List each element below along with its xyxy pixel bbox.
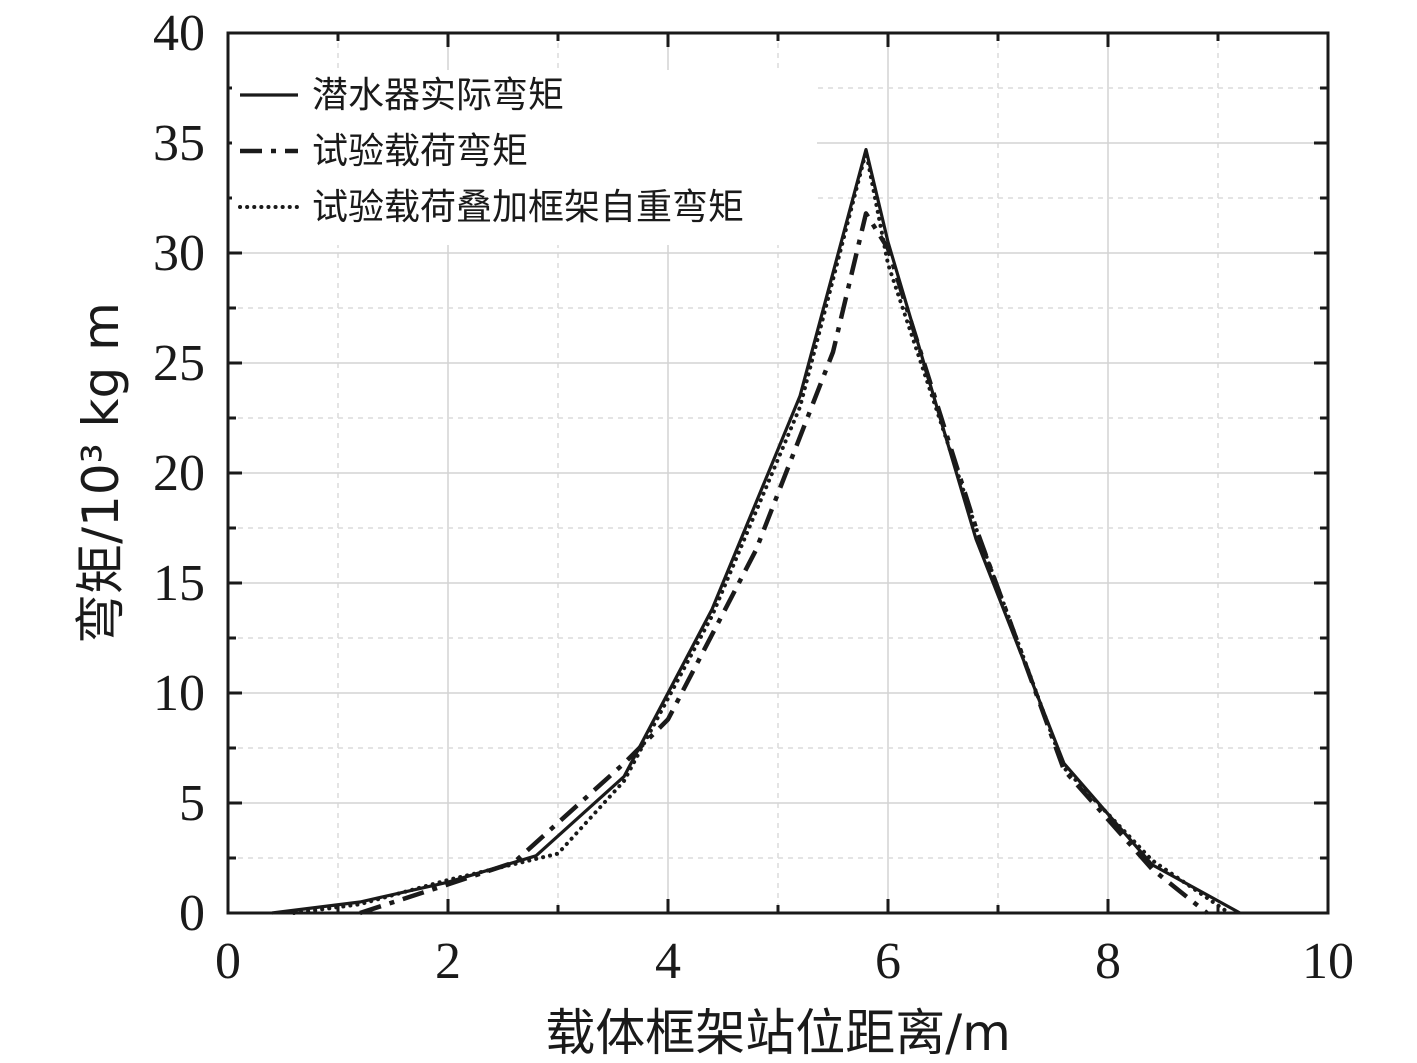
- x-tick-label: 6: [875, 933, 901, 990]
- x-tick-label: 0: [215, 933, 241, 990]
- series-lines: [271, 148, 1241, 916]
- x-tick-label: 4: [655, 933, 681, 990]
- y-tick-label: 25: [153, 335, 205, 392]
- y-tick-label: 35: [153, 115, 205, 172]
- legend-label-1: 潜水器实际弯矩: [312, 75, 564, 116]
- y-tick-label: 15: [153, 555, 205, 612]
- x-tick-label: 8: [1095, 933, 1121, 990]
- legend-label-3: 试验载荷叠加框架自重弯矩: [312, 187, 744, 228]
- y-axis-title: 弯矩/10³ kg m: [72, 302, 130, 644]
- legend-label-2: 试验载荷弯矩: [312, 131, 528, 172]
- legend-background: [232, 70, 817, 245]
- y-tick-label: 10: [153, 665, 205, 722]
- grid: [228, 33, 1328, 913]
- y-tick-label: 20: [153, 445, 205, 502]
- x-axis-title: 载体框架站位距离/m: [545, 1004, 1011, 1062]
- x-tick-label: 2: [435, 933, 461, 990]
- y-tick-label: 40: [153, 5, 205, 62]
- y-tick-label: 30: [153, 225, 205, 282]
- series-line-2: [359, 211, 1209, 916]
- series-line-3: [292, 149, 1231, 915]
- y-tick-label: 0: [179, 885, 205, 942]
- y-tick-label: 5: [179, 775, 205, 832]
- x-tick-label: 10: [1302, 933, 1354, 990]
- tick-labels: 0 2 4 6 8 10 0 5 10 15 20 25 30 35 40: [153, 5, 1354, 990]
